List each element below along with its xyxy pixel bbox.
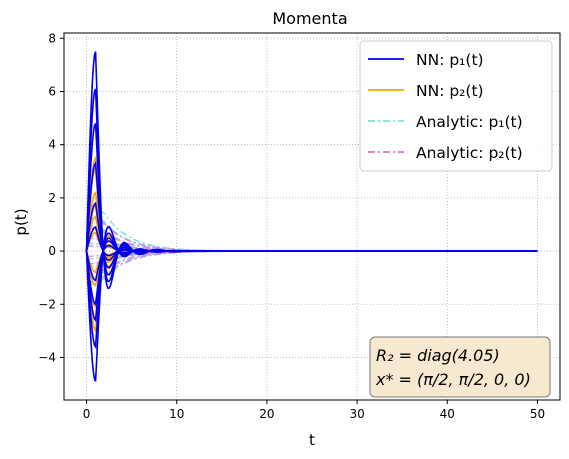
analytic-p2-curve (86, 250, 538, 284)
y-tick-label: −2 (38, 297, 56, 311)
axes-frame (63, 32, 561, 401)
y-tick-label: 8 (48, 31, 56, 45)
y-tick-label: 6 (48, 85, 56, 99)
y-tick-label: 2 (48, 191, 56, 205)
legend-entry-label: Analytic: p₂(t) (416, 144, 523, 162)
legend-box (359, 40, 553, 172)
chart-title: Momenta (272, 9, 347, 28)
x-tick-label: 10 (169, 407, 184, 421)
legend-entry-label: Analytic: p₁(t) (416, 113, 523, 131)
x-axis-label: t (309, 431, 315, 449)
y-axis-label: p(t) (12, 208, 30, 235)
annotation-line: x* = (π/2, π/2, 0, 0) (375, 370, 531, 389)
tick-marks: 0 10 20 30 40 50 −4 −2 0 2 4 6 8 (38, 31, 545, 421)
x-tick-label: 40 (440, 407, 455, 421)
analytic-p1-curve (86, 202, 538, 252)
x-tick-label: 0 (83, 407, 91, 421)
y-tick-label: −4 (38, 350, 56, 364)
parameter-annotation: R₂ = diag(4.05) x* = (π/2, π/2, 0, 0) (369, 336, 551, 398)
nn-p1-curve (85, 225, 538, 382)
y-tick-label: 0 (48, 244, 56, 258)
legend-entry-label: NN: p₁(t) (416, 51, 484, 69)
x-tick-label: 20 (259, 407, 274, 421)
grid-lines (64, 33, 560, 400)
y-tick-label: 4 (48, 138, 56, 152)
plot-curves (85, 51, 538, 382)
legend-entry-label: NN: p₂(t) (416, 82, 484, 100)
annotation-box (369, 336, 551, 398)
analytic-p1-curve (86, 250, 538, 287)
x-tick-label: 30 (349, 407, 364, 421)
legend: NN: p₁(t) NN: p₂(t) Analytic: p₁(t) Analyti… (359, 40, 553, 172)
annotation-line: R₂ = diag(4.05) (376, 346, 500, 365)
x-tick-label: 50 (530, 407, 545, 421)
plot-frame (63, 32, 561, 401)
